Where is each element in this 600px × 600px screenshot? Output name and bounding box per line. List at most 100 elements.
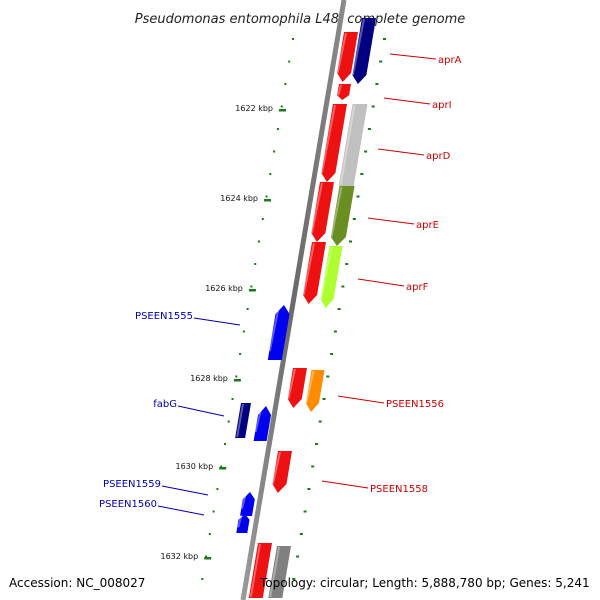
- gene-bottom-gray: [268, 546, 291, 598]
- gene-label: aprA: [438, 55, 462, 66]
- label-leader-line: [389, 53, 437, 60]
- gene-labels: aprA aprI aprD aprE aprF PSEEN1556 PSEEN1558 PS…: [99, 53, 462, 516]
- gene-aprE-red: [310, 182, 334, 242]
- tick-dot: [280, 105, 283, 108]
- label-leader-line: [157, 505, 205, 516]
- tick-dot: [265, 195, 268, 198]
- tick-dot: [239, 353, 242, 355]
- tick-dot: [288, 60, 291, 63]
- tick-dot: [315, 443, 318, 445]
- label-leader-line: [321, 480, 369, 489]
- tick-dot: [367, 128, 371, 130]
- kbp-tick-label: 1628 kbp: [190, 374, 228, 383]
- tick-dot: [307, 488, 311, 490]
- inner-tick-ring: [201, 38, 294, 580]
- gene-aprF-red: [302, 242, 326, 304]
- tick-dot: [235, 375, 238, 378]
- tick-dot: [352, 218, 356, 220]
- label-leader-line: [337, 395, 385, 404]
- gene-label: PSEEN1559: [103, 479, 161, 490]
- accession-text: Accession: NC_008027: [9, 576, 146, 590]
- gene-bottom-red: [248, 543, 272, 598]
- gene-fabG-navy: [235, 403, 251, 438]
- tick-dot: [333, 330, 337, 333]
- tick-dot: [360, 173, 364, 175]
- tick-dot: [227, 420, 230, 423]
- gene-PSEEN1558-red: [271, 451, 292, 493]
- outer-tick-ring: [292, 38, 386, 580]
- gene-PSEEN1555-blue: [267, 305, 290, 360]
- kbp-tick: [219, 467, 227, 470]
- kbp-tick-label: 1632 kbp: [160, 552, 198, 561]
- gene-PSEEN1559-blue: [240, 492, 255, 516]
- kbp-tick: [279, 109, 286, 112]
- tick-dot: [250, 285, 253, 288]
- kbp-tick: [204, 557, 212, 560]
- label-leader-line: [383, 97, 431, 105]
- gene-label: aprD: [426, 151, 451, 162]
- tick-dot: [311, 465, 315, 468]
- tick-dot: [269, 173, 272, 175]
- gene-label: PSEEN1556: [386, 399, 444, 410]
- gene-label: PSEEN1560: [99, 499, 157, 510]
- tick-dot: [375, 83, 379, 85]
- tick-dot: [258, 240, 260, 243]
- gene-label: PSEEN1558: [370, 484, 428, 495]
- gene-PSEEN1556-orange: [305, 370, 325, 412]
- gene-PSEEN1560-blue: [236, 514, 250, 533]
- map-title: Pseudomonas entomophila L48, complete ge…: [135, 12, 466, 27]
- tick-dot: [371, 105, 375, 108]
- tick-dot: [231, 398, 234, 400]
- tick-dot: [318, 420, 322, 423]
- tick-dot: [322, 398, 326, 400]
- topology-text: Topology: circular; Length: 5,888,780 bp…: [260, 576, 590, 590]
- tick-dot: [292, 578, 296, 580]
- label-leader-line: [177, 405, 225, 417]
- tick-dot: [224, 443, 226, 445]
- kbp-tick-label: 1622 kbp: [235, 104, 273, 113]
- tick-dot: [261, 218, 264, 220]
- tick-dot: [212, 510, 215, 513]
- tick-dot: [284, 83, 287, 85]
- tick-dot: [246, 308, 249, 310]
- label-leader-line: [367, 217, 415, 225]
- tick-dot: [292, 38, 294, 40]
- tick-dot: [220, 465, 223, 468]
- kbp-tick: [248, 289, 256, 292]
- genome-backbone: [240, 0, 347, 600]
- tick-dot: [216, 488, 219, 490]
- gene-aprD-red: [320, 104, 347, 182]
- tick-dot: [345, 263, 349, 265]
- tick-dot: [303, 510, 307, 513]
- tick-dot: [276, 128, 279, 130]
- label-leader-line: [377, 148, 425, 156]
- tick-dot: [205, 555, 208, 558]
- kbp-tick-label: 1624 kbp: [220, 194, 258, 203]
- gene-aprA-navy: [351, 18, 376, 84]
- tick-dot: [201, 578, 204, 580]
- gene-label: fabG: [153, 399, 177, 410]
- label-leader-line: [161, 485, 209, 496]
- tick-dot: [254, 263, 257, 265]
- gene-aprF-lime: [320, 246, 343, 308]
- tick-dot: [330, 353, 334, 355]
- tick-dot: [341, 285, 345, 288]
- tick-dot: [356, 195, 360, 198]
- label-leader-line: [357, 278, 405, 287]
- tick-dot: [349, 240, 352, 243]
- gene-aprE-olive: [330, 186, 355, 246]
- label-leader-line: [193, 317, 241, 326]
- kbp-tick: [233, 379, 241, 382]
- gene-label: PSEEN1555: [135, 311, 193, 322]
- tick-dot: [273, 150, 276, 153]
- kbp-tick-label: 1626 kbp: [205, 284, 243, 293]
- tick-dot: [383, 38, 386, 40]
- gene-aprI-red: [337, 84, 351, 100]
- gene-label: aprF: [406, 282, 429, 293]
- tick-dot: [296, 555, 300, 558]
- gene-PSEEN1556-red: [287, 368, 307, 408]
- tick-dot: [326, 375, 330, 378]
- gene-label: aprI: [432, 100, 452, 111]
- gene-features: [235, 18, 376, 598]
